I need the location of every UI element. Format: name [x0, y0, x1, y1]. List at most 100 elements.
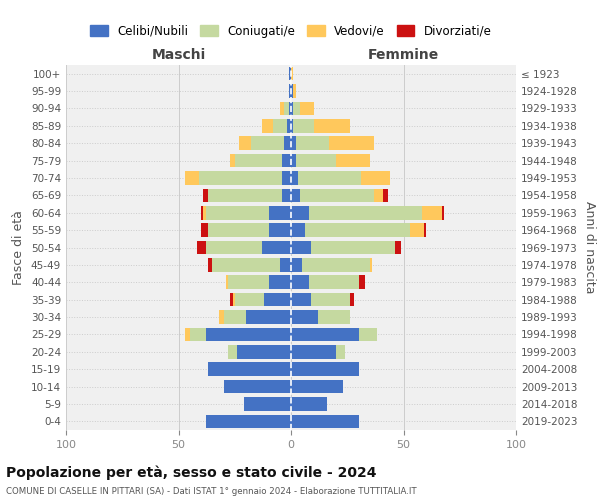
Bar — [359, 328, 377, 341]
Bar — [291, 362, 359, 376]
Bar — [296, 136, 329, 150]
Bar — [291, 380, 343, 394]
Bar — [395, 240, 401, 254]
Bar — [289, 102, 291, 115]
Bar — [251, 136, 284, 150]
Bar — [305, 224, 410, 237]
Bar — [298, 171, 361, 185]
Bar — [269, 224, 291, 237]
Bar — [208, 188, 282, 202]
Bar — [282, 188, 291, 202]
Bar — [291, 67, 293, 80]
Bar — [280, 258, 291, 272]
Bar — [410, 224, 424, 237]
Bar — [374, 188, 383, 202]
Bar — [318, 310, 349, 324]
Bar — [296, 154, 336, 168]
Bar — [201, 224, 208, 237]
Bar — [370, 258, 372, 272]
Bar — [282, 154, 291, 168]
Bar — [291, 414, 359, 428]
Bar — [226, 276, 228, 289]
Bar — [291, 240, 311, 254]
Bar — [235, 293, 264, 306]
Bar — [309, 276, 359, 289]
Bar — [228, 345, 237, 358]
Text: Maschi: Maschi — [151, 48, 206, 62]
Bar — [383, 188, 388, 202]
Bar — [208, 362, 291, 376]
Bar — [199, 171, 282, 185]
Bar — [314, 119, 349, 132]
Bar — [230, 293, 233, 306]
Bar — [424, 224, 426, 237]
Bar — [284, 102, 289, 115]
Bar — [244, 397, 291, 410]
Text: Popolazione per età, sesso e stato civile - 2024: Popolazione per età, sesso e stato civil… — [6, 465, 377, 479]
Bar — [289, 84, 291, 98]
Bar — [273, 119, 287, 132]
Bar — [287, 119, 291, 132]
Bar — [291, 397, 327, 410]
Bar — [302, 258, 370, 272]
Bar — [284, 136, 291, 150]
Bar — [300, 102, 314, 115]
Bar — [293, 84, 296, 98]
Bar — [291, 188, 300, 202]
Bar — [291, 154, 296, 168]
Bar — [329, 136, 374, 150]
Y-axis label: Fasce di età: Fasce di età — [13, 210, 25, 285]
Bar — [185, 171, 199, 185]
Bar — [293, 119, 314, 132]
Bar — [201, 206, 203, 220]
Bar — [205, 206, 269, 220]
Bar — [203, 206, 205, 220]
Bar — [289, 67, 291, 80]
Bar — [228, 276, 269, 289]
Bar — [190, 328, 205, 341]
Bar — [262, 240, 291, 254]
Bar — [262, 119, 273, 132]
Bar — [205, 328, 291, 341]
Bar — [203, 188, 208, 202]
Bar — [336, 154, 370, 168]
Bar — [246, 310, 291, 324]
Bar — [291, 258, 302, 272]
Bar — [291, 84, 293, 98]
Bar — [291, 171, 298, 185]
Bar — [442, 206, 444, 220]
Bar — [237, 345, 291, 358]
Bar — [291, 293, 311, 306]
Bar — [291, 328, 359, 341]
Bar — [291, 119, 293, 132]
Bar — [359, 276, 365, 289]
Bar — [421, 206, 442, 220]
Bar — [185, 328, 190, 341]
Bar — [309, 206, 421, 220]
Bar — [239, 136, 251, 150]
Bar — [282, 171, 291, 185]
Bar — [197, 240, 205, 254]
Bar — [208, 258, 212, 272]
Bar — [291, 224, 305, 237]
Bar — [311, 240, 395, 254]
Bar — [205, 240, 262, 254]
Y-axis label: Anni di nascita: Anni di nascita — [583, 201, 596, 294]
Bar — [300, 188, 374, 202]
Bar — [205, 414, 291, 428]
Bar — [223, 380, 291, 394]
Bar — [235, 154, 282, 168]
Bar — [233, 293, 235, 306]
Bar — [291, 345, 336, 358]
Bar — [230, 154, 235, 168]
Bar — [291, 206, 309, 220]
Bar — [361, 171, 390, 185]
Bar — [291, 136, 296, 150]
Bar — [280, 102, 284, 115]
Bar — [311, 293, 349, 306]
Bar — [349, 293, 354, 306]
Bar — [269, 206, 291, 220]
Text: Femmine: Femmine — [368, 48, 439, 62]
Bar — [269, 276, 291, 289]
Bar — [208, 224, 269, 237]
